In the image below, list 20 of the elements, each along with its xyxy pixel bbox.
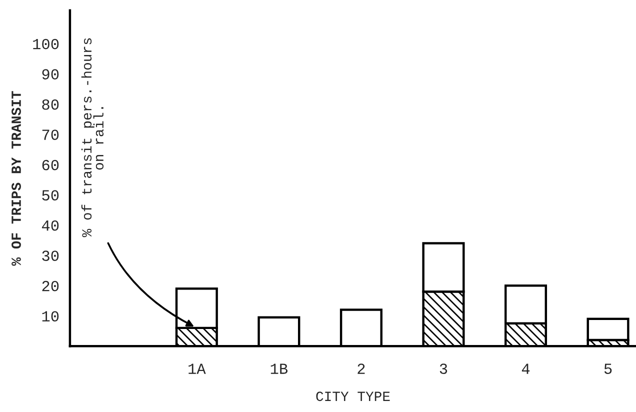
y-tick-label: 70 [42,130,59,140]
y-tick-label: 90 [42,69,59,80]
x-tick-label: 5 [604,364,612,374]
y-tick-label: 50 [42,190,59,201]
y-tick-label: 20 [42,280,59,292]
y-tick-label: 30 [42,250,59,262]
x-tick-label: 1B [270,364,288,374]
x-tick-label: 2 [358,364,365,374]
y-axis-title: % OF TRIPS BY TRANSIT [12,91,21,266]
y-tick-label: 40 [42,220,59,231]
x-tick-label: 3 [440,364,448,374]
annotation: % of transit pers.-hours on rail. [81,38,104,238]
y-tick-label: 80 [42,99,59,110]
y-tick-label: 60 [42,160,59,170]
bar [586,318,630,342]
y-tick-label: 100 [33,38,59,50]
x-tick-label: 1A [188,364,206,374]
x-tick-label: 4 [522,364,530,374]
x-axis-title: CITY TYPE [316,392,390,402]
y-tick-label: 10 [42,311,59,322]
